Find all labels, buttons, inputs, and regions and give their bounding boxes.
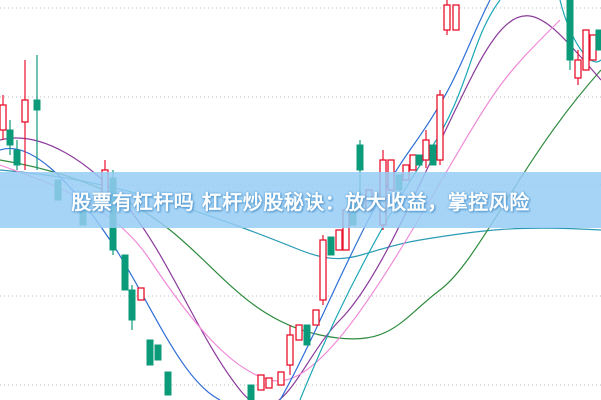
candle: [429, 144, 437, 166]
candle: [319, 239, 327, 301]
candle: [335, 229, 343, 251]
candle: [154, 344, 162, 361]
candle: [295, 324, 303, 341]
candle: [589, 34, 597, 61]
candle: [415, 154, 423, 166]
candle: [356, 144, 364, 171]
candle: [312, 309, 320, 326]
candle: [443, 4, 451, 31]
candle: [303, 324, 311, 346]
candle: [265, 377, 273, 389]
candle: [582, 29, 590, 71]
candle: [595, 29, 601, 51]
candle: [0, 104, 7, 131]
candle: [452, 4, 460, 31]
candle: [6, 129, 14, 146]
candle: [247, 384, 255, 400]
candle: [33, 99, 41, 111]
candle: [13, 149, 21, 166]
candle: [257, 374, 265, 391]
candle: [422, 139, 430, 161]
candle: [286, 334, 294, 366]
candle: [164, 371, 172, 396]
candle: [128, 289, 136, 321]
candle: [121, 254, 129, 291]
candle: [277, 371, 285, 386]
title-banner: 股票有杠杆吗 杠杆炒股秘诀：放大收益，掌控风险: [0, 172, 601, 228]
candle: [137, 287, 145, 301]
candle: [409, 154, 417, 171]
candle: [436, 94, 444, 161]
candle: [574, 59, 582, 79]
candle: [327, 236, 335, 256]
candle: [146, 339, 154, 366]
candle: [566, 0, 574, 61]
candle: [21, 99, 29, 123]
title: 股票有杠杆吗 杠杆炒股秘诀：放大收益，掌控风险: [71, 189, 530, 214]
